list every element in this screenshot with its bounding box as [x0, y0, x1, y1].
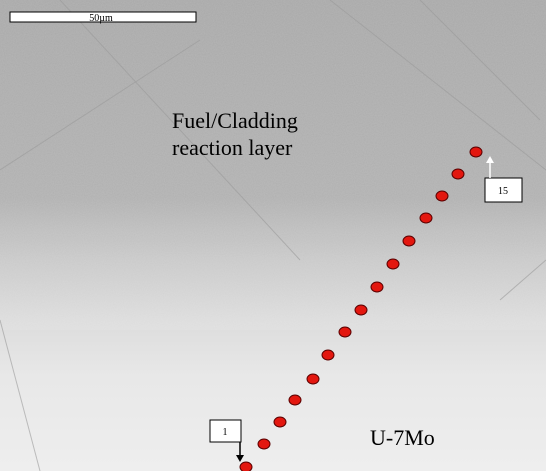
region-label: U-7Mo: [370, 425, 435, 450]
point: [355, 305, 367, 315]
point: [371, 282, 383, 292]
point: [436, 191, 448, 201]
point: [339, 327, 351, 337]
region-label: Fuel/Cladding: [172, 108, 298, 133]
point: [470, 147, 482, 157]
point-label: 15: [498, 186, 508, 197]
point-label: 1: [223, 427, 228, 438]
point: [274, 417, 286, 427]
point: [420, 213, 432, 223]
point: [403, 236, 415, 246]
texture: [0, 0, 546, 330]
point: [240, 462, 252, 471]
point: [289, 395, 301, 405]
scale-label: 50µm: [89, 13, 113, 24]
point: [387, 259, 399, 269]
point: [307, 374, 319, 384]
page: 50µm Fuel/Cladding reaction layer U-7Mo …: [0, 0, 546, 471]
region-label: reaction layer: [172, 135, 293, 160]
point: [258, 439, 270, 449]
micrograph: 50µm Fuel/Cladding reaction layer U-7Mo …: [0, 0, 546, 471]
point: [322, 350, 334, 360]
point: [452, 169, 464, 179]
